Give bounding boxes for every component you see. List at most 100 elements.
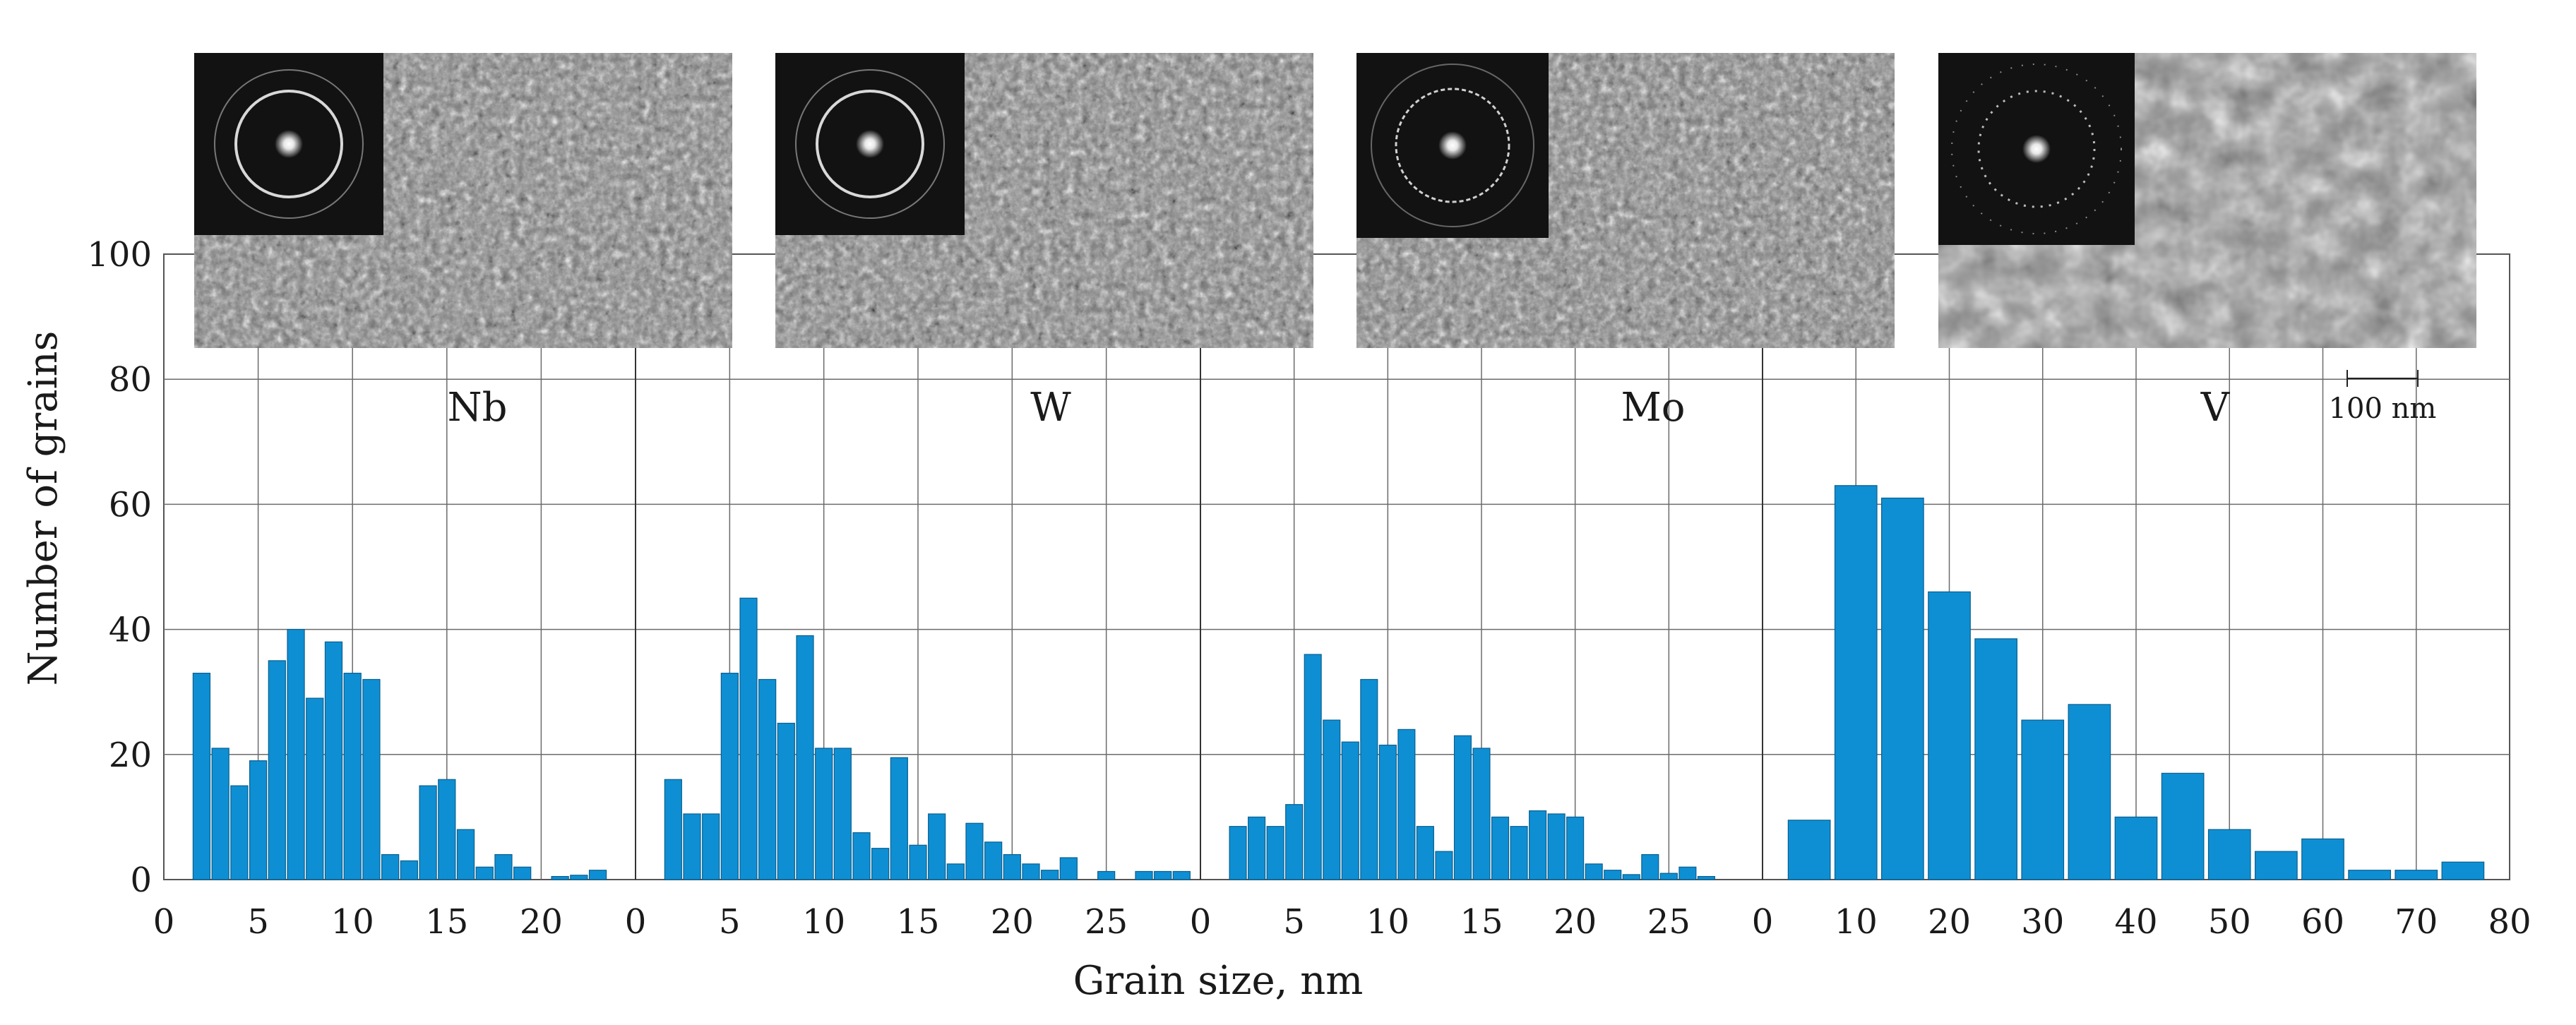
bar-mo	[1491, 816, 1510, 880]
bar-w	[833, 748, 852, 880]
x-tick-label-v: 10	[1835, 902, 1878, 942]
bar-nb	[588, 870, 607, 880]
bars-layer	[192, 485, 2485, 880]
y-tick-label: 60	[109, 485, 152, 525]
x-tick-label-v: 0	[1752, 902, 1774, 942]
bar-nb	[306, 697, 324, 880]
bar-w	[739, 597, 758, 880]
bar-nb	[192, 673, 211, 880]
micrograph-nb	[194, 53, 732, 348]
panel-label-w: W	[1030, 385, 1071, 431]
bar-mo	[1435, 851, 1453, 880]
y-tick-label: 40	[109, 611, 152, 650]
scale-bar-label: 100 nm	[2329, 392, 2437, 425]
y-tick-labels: 0 20 40 60 80 100	[87, 235, 152, 900]
bar-mo	[1622, 874, 1640, 880]
bar-v	[1787, 820, 1831, 880]
bar-v	[2021, 719, 2065, 880]
x-tick-label-nb: 5	[247, 902, 269, 942]
y-axis-title: Number of grains	[20, 331, 66, 686]
bar-mo	[1248, 816, 1266, 880]
bar-v	[2301, 838, 2344, 880]
x-tick-label-v: 40	[2114, 902, 2157, 942]
bar-nb	[211, 748, 229, 880]
bar-mo	[1266, 826, 1284, 880]
bar-w	[946, 863, 965, 880]
bar-nb	[438, 779, 456, 880]
bar-w	[965, 822, 984, 880]
bar-v	[1974, 638, 2017, 880]
bar-v	[1834, 485, 1878, 880]
y-tick-label: 0	[130, 861, 152, 900]
x-tick-label-mo: 15	[1460, 902, 1503, 942]
bar-w	[702, 813, 720, 880]
micrograph-mo	[1356, 53, 1895, 348]
x-tick-label-v: 30	[2021, 902, 2064, 942]
bar-nb	[230, 785, 249, 880]
bar-mo	[1323, 719, 1341, 880]
y-tick-label: 100	[87, 235, 152, 275]
bar-mo	[1641, 853, 1659, 880]
bar-w	[909, 844, 927, 880]
bar-mo	[1341, 741, 1359, 880]
x-tick-labels: 0 5 10 15 20 0 5 10 15 20 25 0 5 10 15 20 25 0 10 20 30 40 50 6…	[153, 902, 2532, 942]
bar-mo	[1229, 826, 1247, 880]
bar-v	[2068, 704, 2111, 880]
x-tick-label-v: 60	[2301, 902, 2344, 942]
bar-v	[2348, 870, 2391, 880]
bar-mo	[1304, 654, 1322, 880]
x-tick-label-mo: 20	[1554, 902, 1597, 942]
bar-nb	[268, 660, 286, 880]
bar-w	[777, 722, 795, 880]
bar-w	[1172, 870, 1191, 880]
bar-nb	[287, 628, 305, 880]
y-tick-label: 20	[109, 736, 152, 775]
bar-mo	[1472, 748, 1491, 880]
bar-nb	[419, 785, 437, 880]
x-tick-label-mo: 5	[1283, 902, 1305, 942]
bar-v	[1881, 497, 1924, 880]
bar-mo	[1397, 729, 1416, 880]
y-tick-label: 80	[109, 360, 152, 400]
bar-v	[2255, 851, 2298, 880]
bar-w	[984, 841, 1003, 880]
bar-w	[1097, 870, 1116, 880]
bar-w	[1154, 870, 1172, 880]
bar-nb	[249, 760, 268, 880]
bar-w	[758, 678, 777, 880]
bar-w	[871, 848, 890, 880]
bar-w	[1135, 870, 1153, 880]
panel-label-mo: Mo	[1621, 385, 1685, 431]
bar-w	[1041, 870, 1059, 880]
bar-mo	[1659, 873, 1678, 880]
micrograph-w	[775, 53, 1313, 348]
x-axis-title: Grain size, nm	[1073, 958, 1364, 1004]
bar-nb	[456, 829, 475, 880]
bar-mo	[1529, 810, 1547, 880]
x-tick-label-nb: 0	[153, 902, 175, 942]
x-tick-label-nb: 10	[331, 902, 374, 942]
bar-nb	[324, 641, 343, 880]
x-tick-label-w: 10	[802, 902, 845, 942]
bar-nb	[343, 673, 362, 880]
bar-w	[928, 813, 946, 880]
bar-w	[796, 635, 814, 880]
bar-mo	[1453, 735, 1472, 880]
scale-bar: 100 nm	[2329, 370, 2437, 425]
panel-label-nb: Nb	[448, 385, 508, 431]
bar-w	[1059, 857, 1078, 880]
x-tick-label-mo: 25	[1647, 902, 1690, 942]
bar-mo	[1510, 826, 1528, 880]
x-tick-label-v: 80	[2488, 902, 2531, 942]
bar-mo	[1416, 826, 1434, 880]
bar-v	[1928, 591, 1971, 880]
bar-v	[2207, 829, 2251, 880]
panel-label-v: V	[2200, 385, 2231, 431]
x-tick-label-mo: 10	[1366, 902, 1409, 942]
x-tick-label-w: 20	[991, 902, 1034, 942]
bar-v	[2395, 870, 2438, 880]
bar-w	[720, 673, 739, 880]
bar-mo	[1566, 816, 1585, 880]
bar-v	[2161, 772, 2205, 880]
